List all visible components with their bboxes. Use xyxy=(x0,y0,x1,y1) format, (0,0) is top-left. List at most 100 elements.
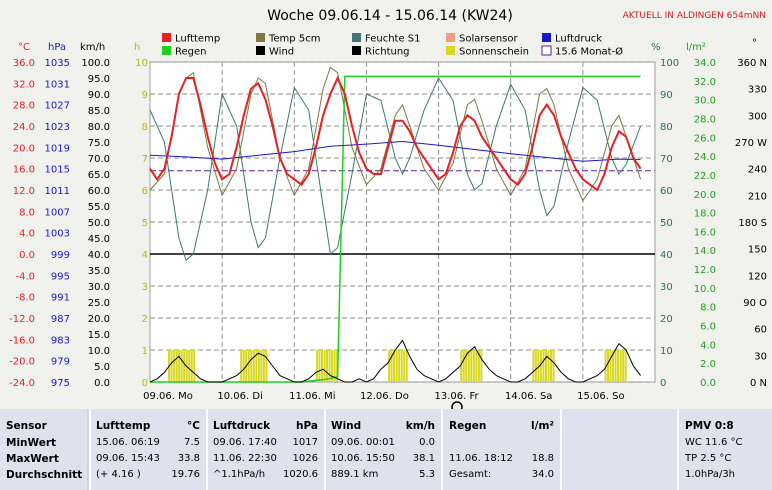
temp-tick: 32.0 xyxy=(13,79,35,90)
sunshine-bar xyxy=(465,350,468,382)
luftdruck-trend: ^1.1hPa/h xyxy=(213,469,266,480)
axis-headers: °C hPa km/h h% l/m² ° xyxy=(18,38,757,53)
luftdruck-avg-value: 1020.6 xyxy=(283,469,318,480)
luftdruck-max-time: 11.06. 22:30 xyxy=(213,453,277,464)
wind-max-value: 38.1 xyxy=(412,453,435,464)
sunshine-bar xyxy=(242,350,245,382)
sunshine-bar xyxy=(550,350,553,382)
wind-unit: km/h xyxy=(80,42,105,53)
rain-unit: l/m² xyxy=(686,42,706,53)
col-regen: Regen l/m² 11.06. 18:12 18.8 Gesamt: 34.… xyxy=(441,409,560,490)
legend-label: Feuchte S1 xyxy=(365,34,421,45)
row-label-avg: Durchschnitt xyxy=(6,469,83,481)
temp-tick: 36.0 xyxy=(13,58,35,69)
temp-tick: 28.0 xyxy=(13,101,35,112)
direction-tick: 0 N xyxy=(750,378,767,389)
rain-tick: 18.0 xyxy=(694,209,716,220)
pressure-tick: 983 xyxy=(51,335,70,346)
temp-tick: -24.0 xyxy=(9,378,35,389)
pressure-tick: 979 xyxy=(51,357,70,368)
hours-unit: h xyxy=(134,42,140,53)
wind-min-value: 0.0 xyxy=(419,437,435,448)
lufttemp-avg-note: (+ 4.16 ) xyxy=(96,469,141,480)
pressure-tick: 995 xyxy=(51,271,70,282)
col-spacer xyxy=(560,409,677,490)
temp-tick: 24.0 xyxy=(13,122,35,133)
sunshine-bar xyxy=(390,350,393,382)
humidity-tick: 100 xyxy=(660,58,679,69)
humidity-tick: 50 xyxy=(660,218,673,229)
sunshine-bar xyxy=(537,350,540,382)
humidity-unit: % xyxy=(651,42,661,53)
humidity-tick: 10 xyxy=(660,346,673,357)
lufttemp-max-time: 09.06. 15:43 xyxy=(96,453,160,464)
legend-label: Wind xyxy=(269,47,294,58)
x-axis-labels: 09.06. Mo 10.06. Di 11.06. Mi 12.06. Do 13.0… xyxy=(143,391,624,402)
direction-tick: 210 xyxy=(748,191,767,202)
wind-tick: 20.0 xyxy=(88,314,110,325)
sunshine-bar xyxy=(320,350,323,382)
pressure-tick: 1031 xyxy=(45,79,70,90)
sunshine-bar xyxy=(318,350,321,382)
regen-unit: l/m² xyxy=(531,420,554,432)
sunshine-bar xyxy=(609,350,612,382)
wind-tick: 15.0 xyxy=(88,330,110,341)
hours-tick: 6 xyxy=(142,186,148,197)
rain-tick: 6.0 xyxy=(700,322,716,333)
rain-tick: 2.0 xyxy=(700,359,716,370)
sensor-header: Sensor xyxy=(6,420,47,432)
direction-tick: 60 xyxy=(754,325,767,336)
pressure-tick: 1015 xyxy=(45,165,70,176)
wind-tick: 80.0 xyxy=(88,122,110,133)
temp-tick: 8.0 xyxy=(19,207,35,218)
hours-tick: 10 xyxy=(135,58,148,69)
series-feuchte-s1 xyxy=(149,76,642,262)
rain-tick: 16.0 xyxy=(694,227,716,238)
hours-tick: 8 xyxy=(142,122,148,133)
series-regen xyxy=(150,75,641,383)
wind-unit: km/h xyxy=(405,420,435,432)
wind-tick: 30.0 xyxy=(88,282,110,293)
sunshine-bar xyxy=(250,350,253,382)
sunshine-bar xyxy=(331,350,334,382)
x-tick-label: 15.06. So xyxy=(577,391,624,402)
temp-tick: -4.0 xyxy=(15,271,35,282)
pressure-tick: 1011 xyxy=(45,186,70,197)
temp-tick: 12.0 xyxy=(13,186,35,197)
wind-distance: 889.1 km xyxy=(331,469,379,480)
legend-swatch xyxy=(162,46,171,55)
sunshine-bar xyxy=(624,350,627,382)
pressure-tick: 1019 xyxy=(45,143,70,154)
sunshine-bar xyxy=(612,350,615,382)
humidity-tick: 80 xyxy=(660,122,673,133)
rain-tick: 20.0 xyxy=(694,190,716,201)
x-tick-label: 14.06. Sa xyxy=(505,391,552,402)
sunshine-bar xyxy=(552,350,555,382)
luftdruck-min-time: 09.06. 17:40 xyxy=(213,437,277,448)
col-pmv: PMV 0:8 WC 11.6 °C TP 2.5 °C 1.0hPa/3h xyxy=(677,409,772,490)
humidity-tick: 70 xyxy=(660,154,673,165)
lufttemp-unit: °C xyxy=(187,420,200,432)
sunshine-bar xyxy=(542,350,545,382)
hours-tick: 0 xyxy=(142,378,148,389)
legend-swatch xyxy=(256,33,265,42)
legend: Lufttemp Temp 5cm Feuchte S1 Solarsensor Luf… xyxy=(162,33,623,58)
pressure-tick: 1007 xyxy=(45,207,70,218)
luftdruck-min-value: 1017 xyxy=(292,437,318,448)
sunshine-bar xyxy=(403,350,406,382)
temp-unit: °C xyxy=(18,42,30,53)
rain-tick: 32.0 xyxy=(694,77,716,88)
sunshine-bar xyxy=(262,350,265,382)
tick-labels: 36.032.028.024.020.016.012.08.04.00.0-4.… xyxy=(9,58,767,389)
wind-tick: 90.0 xyxy=(88,90,110,101)
wind-tick: 0.0 xyxy=(94,378,110,389)
legend-label: Regen xyxy=(175,47,207,58)
legend-swatch xyxy=(162,33,171,42)
sunshine-bar xyxy=(395,350,398,382)
humidity-tick: 20 xyxy=(660,314,673,325)
pressure-tick: 1023 xyxy=(45,122,70,133)
legend-label: Luftdruck xyxy=(555,34,602,45)
sunshine-bar xyxy=(183,350,186,382)
humidity-tick: 60 xyxy=(660,186,673,197)
sunshine-bar xyxy=(323,350,326,382)
